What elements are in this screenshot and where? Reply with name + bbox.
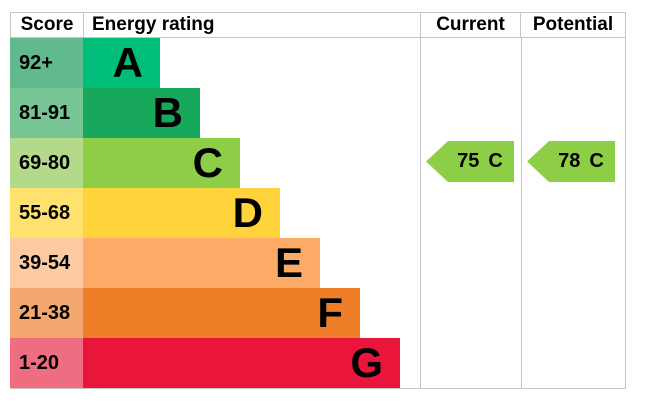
column-divider — [625, 38, 626, 388]
band-row-b: 81-91 B — [10, 88, 400, 138]
table-bottom-border — [10, 388, 626, 389]
band-bar-e: E — [83, 238, 320, 288]
current-rating-value: 75 — [457, 150, 480, 172]
band-row-e: 39-54 E — [10, 238, 400, 288]
band-letter: E — [274, 239, 303, 286]
band-row-d: 55-68 D — [10, 188, 400, 238]
score-range-b: 81-91 — [10, 88, 83, 138]
chart-header-row: Score Energy rating Current Potential — [10, 12, 626, 38]
potential-rating-value: 78 — [558, 150, 581, 172]
score-range-g: 1-20 — [10, 338, 83, 388]
current-column-header: Current — [421, 13, 521, 37]
potential-rating-arrow: 78 C — [527, 141, 615, 182]
column-divider — [420, 38, 421, 388]
band-letter: A — [112, 39, 143, 86]
column-divider — [521, 38, 522, 388]
band-letter: G — [350, 339, 383, 386]
potential-column-header: Potential — [532, 14, 614, 35]
energy-band-rows: 92+ A 81-91 B 69-80 C 55-68 D 39-54 E 21-38 F 1-20 G — [10, 38, 400, 388]
band-row-f: 21-38 F — [10, 288, 400, 338]
band-letter: D — [232, 189, 263, 236]
score-column-header: Score — [11, 13, 84, 37]
band-letter: C — [192, 139, 223, 186]
band-row-g: 1-20 G — [10, 338, 400, 388]
score-range-a: 92+ — [10, 38, 83, 88]
band-row-c: 69-80 C — [10, 138, 400, 188]
potential-rating-band: C — [589, 150, 604, 172]
band-bar-f: F — [83, 288, 360, 338]
band-bar-d: D — [83, 188, 280, 238]
score-range-f: 21-38 — [10, 288, 83, 338]
band-bar-a: A — [83, 38, 160, 88]
current-rating-band: C — [488, 150, 503, 172]
score-range-c: 69-80 — [10, 138, 83, 188]
score-range-d: 55-68 — [10, 188, 83, 238]
band-letter: B — [152, 89, 183, 136]
score-range-e: 39-54 — [10, 238, 83, 288]
band-bar-g: G — [83, 338, 400, 388]
current-rating-arrow: 75 C — [426, 141, 514, 182]
band-row-a: 92+ A — [10, 38, 400, 88]
band-bar-b: B — [83, 88, 200, 138]
band-letter: F — [317, 289, 343, 336]
energy-rating-column-header: Energy rating — [84, 13, 421, 37]
band-bar-c: C — [83, 138, 240, 188]
